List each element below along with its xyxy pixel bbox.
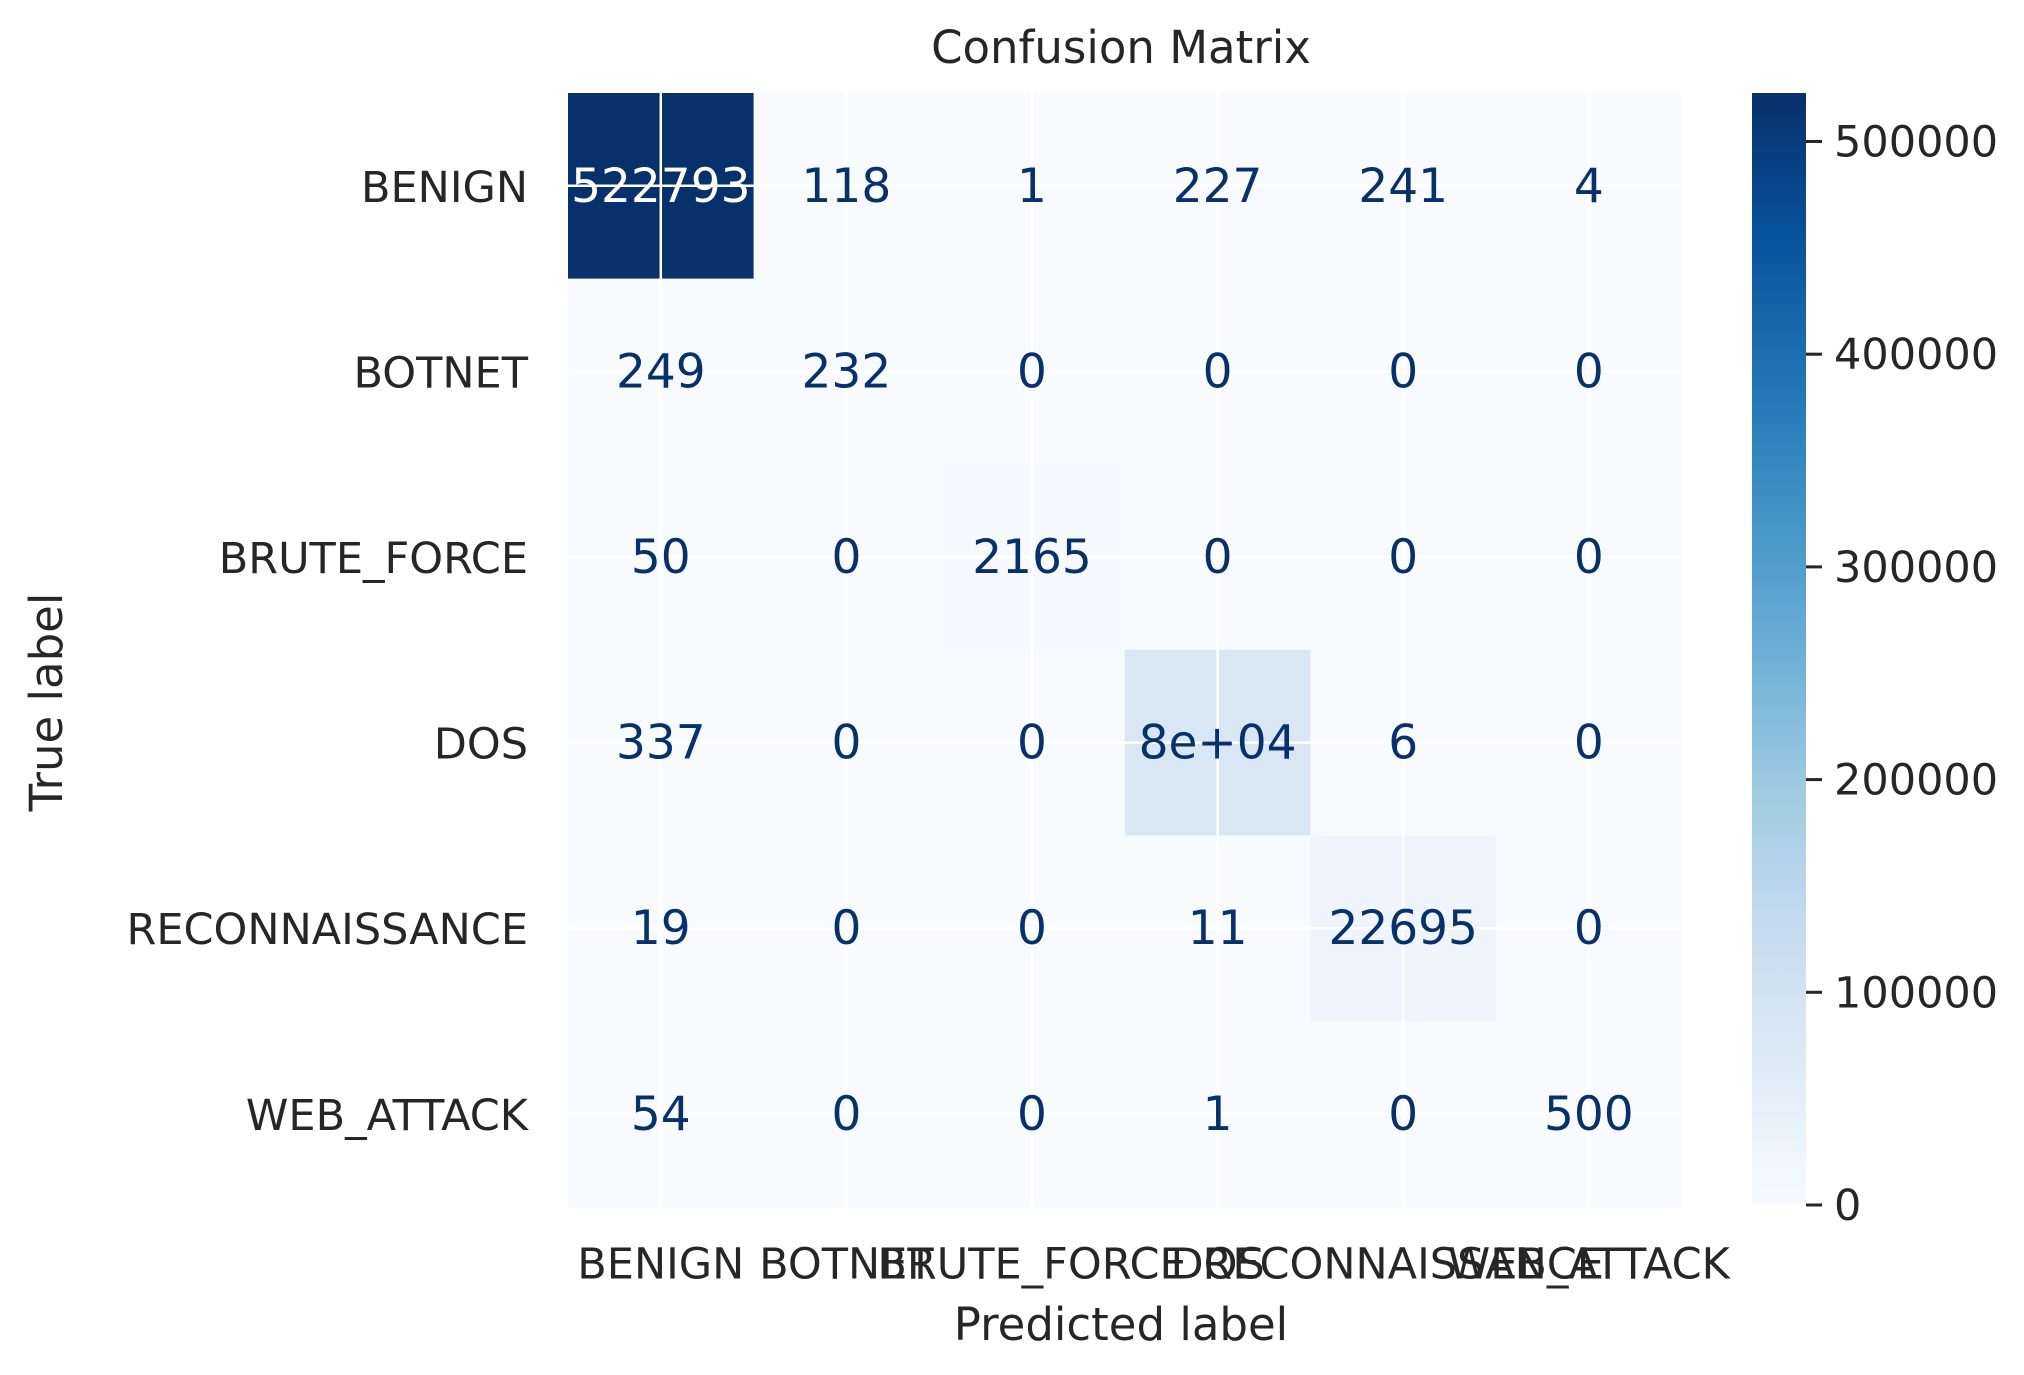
y-tick-label: WEB_ATTACK	[246, 1091, 530, 1141]
cell-value-label: 0	[1574, 716, 1604, 771]
y-tick-label: DOS	[434, 720, 528, 770]
cell-value-label: 8e+04	[1139, 716, 1297, 771]
x-tick-label: DOS	[1170, 1240, 1264, 1290]
cell-value-label: 232	[802, 344, 892, 399]
cell-value-label: 118	[802, 159, 892, 214]
cell-value-label: 54	[631, 1087, 691, 1142]
colorbar-tick-label: 100000	[1834, 968, 1998, 1018]
cell-value-label: 0	[831, 530, 861, 585]
y-tick-label: BENIGN	[361, 163, 528, 213]
heatmap-cells	[568, 93, 1683, 1208]
colorbar-tick-label: 0	[1834, 1181, 1861, 1231]
cell-value-label: 6	[1388, 716, 1418, 771]
colorbar-tick-label: 200000	[1834, 756, 1998, 806]
cell-value-label: 2165	[972, 530, 1092, 585]
colorbar-tick-label: 300000	[1834, 543, 1998, 593]
cell-value-label: 0	[1017, 344, 1047, 399]
colorbar	[1752, 93, 1806, 1205]
cell-value-label: 0	[1203, 530, 1233, 585]
cell-value-label: 0	[1388, 530, 1418, 585]
cell-value-label: 11	[1188, 901, 1248, 956]
x-tick-label: WEB_ATTACK	[1448, 1240, 1732, 1290]
cell-value-label: 241	[1358, 159, 1448, 214]
y-axis-ticks: BENIGN BOTNET BRUTE_FORCE DOS RECONNAISSANCE…	[126, 163, 529, 1141]
cell-value-label: 0	[1203, 344, 1233, 399]
heatmap-grid	[568, 93, 1682, 1207]
cell-value-label: 337	[616, 716, 706, 771]
cell-value-label: 0	[1388, 1087, 1418, 1142]
cell-value-label: 249	[616, 344, 706, 399]
y-tick-label: BRUTE_FORCE	[219, 534, 528, 584]
cell-value-label: 0	[831, 1087, 861, 1142]
cell-value-label: 0	[1574, 901, 1604, 956]
cell-value-label: 522793	[571, 159, 750, 214]
cell-value-label: 0	[1017, 901, 1047, 956]
colorbar-tick-label: 400000	[1834, 330, 1998, 380]
cell-value-label: 1	[1203, 1087, 1233, 1142]
cell-value-label: 0	[1017, 1087, 1047, 1142]
cell-value-label: 0	[831, 716, 861, 771]
cell-value-label: 0	[1574, 530, 1604, 585]
cell-value-label: 500	[1544, 1087, 1634, 1142]
cell-value-label: 22695	[1328, 901, 1478, 956]
cell-value-label: 0	[831, 901, 861, 956]
colorbar-tick-label: 500000	[1834, 117, 1998, 167]
x-tick-label: BOTNET	[759, 1240, 934, 1290]
cell-value-label: 4	[1574, 159, 1604, 214]
colorbar-ticks: 0 100000 200000 300000 400000 500000	[1806, 117, 1998, 1231]
cell-value-label: 0	[1388, 344, 1418, 399]
chart-title: Confusion Matrix	[931, 21, 1311, 74]
y-axis-label: True label	[20, 593, 73, 813]
x-axis-label: Predicted label	[954, 1298, 1288, 1351]
x-tick-label: BRUTE_FORCE	[877, 1240, 1186, 1290]
cell-value-label: 50	[631, 530, 691, 585]
cell-value-label: 1	[1017, 159, 1047, 214]
x-axis-ticks: BENIGN BOTNETBRUTE_FORCEDOSRECONNAISSANCE…	[577, 1240, 1731, 1290]
cell-value-label: 0	[1017, 716, 1047, 771]
x-tick-label: BENIGN	[577, 1240, 744, 1290]
cell-value-label: 19	[631, 901, 691, 956]
x-tick-label: RECONNAISSANCE	[1202, 1240, 1604, 1290]
cell-value-label: 227	[1173, 159, 1263, 214]
y-tick-label: BOTNET	[354, 348, 529, 398]
cell-value-label: 0	[1574, 344, 1604, 399]
y-tick-label: RECONNAISSANCE	[126, 905, 528, 955]
